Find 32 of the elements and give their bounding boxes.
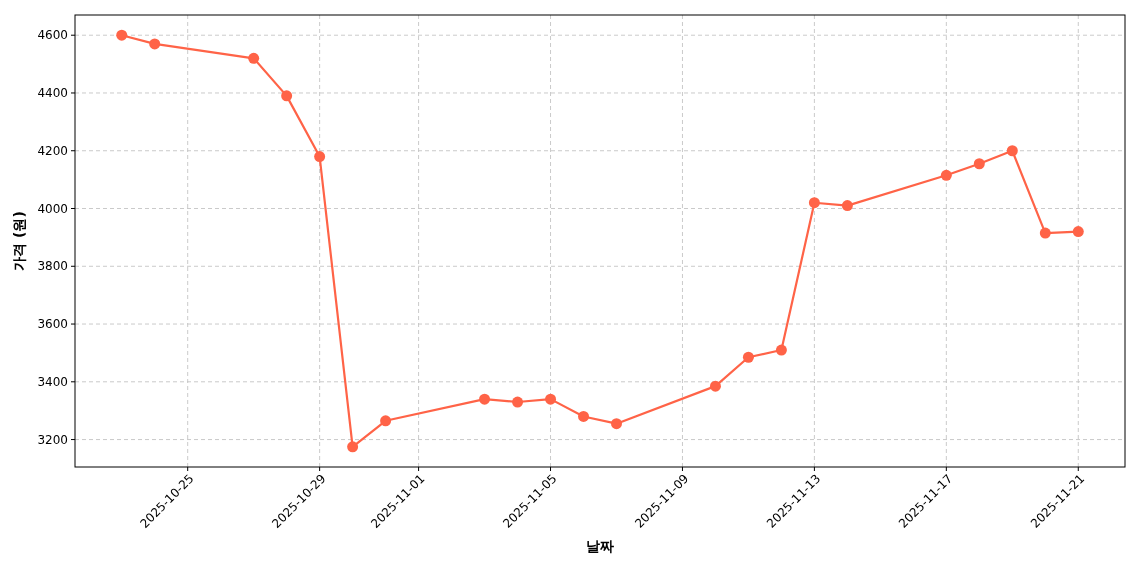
point: [1072, 226, 1084, 238]
point: [940, 169, 952, 181]
point: [512, 396, 524, 408]
y-tick-label: 3200: [37, 432, 68, 447]
point: [347, 441, 359, 453]
y-tick-label: 4400: [37, 86, 68, 101]
point: [281, 90, 293, 102]
point: [709, 380, 721, 392]
point: [1039, 227, 1051, 239]
y-tick-label: 3400: [37, 375, 68, 389]
point: [314, 151, 326, 163]
point: [116, 29, 128, 41]
point: [841, 200, 853, 212]
point: [380, 415, 392, 427]
point: [610, 418, 622, 430]
x-axis-title: 날짜: [586, 538, 614, 554]
point: [742, 351, 754, 363]
point: [578, 410, 590, 422]
point: [248, 52, 260, 64]
y-tick-label: 4000: [37, 201, 68, 216]
y-tick-label: 3600: [37, 317, 68, 332]
point: [149, 38, 161, 50]
point: [545, 393, 557, 405]
y-tick-label: 4600: [37, 28, 68, 43]
point: [775, 344, 787, 356]
y-tick-label: 4200: [37, 143, 68, 158]
y-tick-label: 3800: [37, 259, 68, 274]
y-axis-title: 가격 (원): [11, 211, 27, 271]
point: [808, 197, 820, 209]
point: [1006, 145, 1018, 157]
point: [973, 158, 985, 170]
point: [479, 393, 491, 405]
